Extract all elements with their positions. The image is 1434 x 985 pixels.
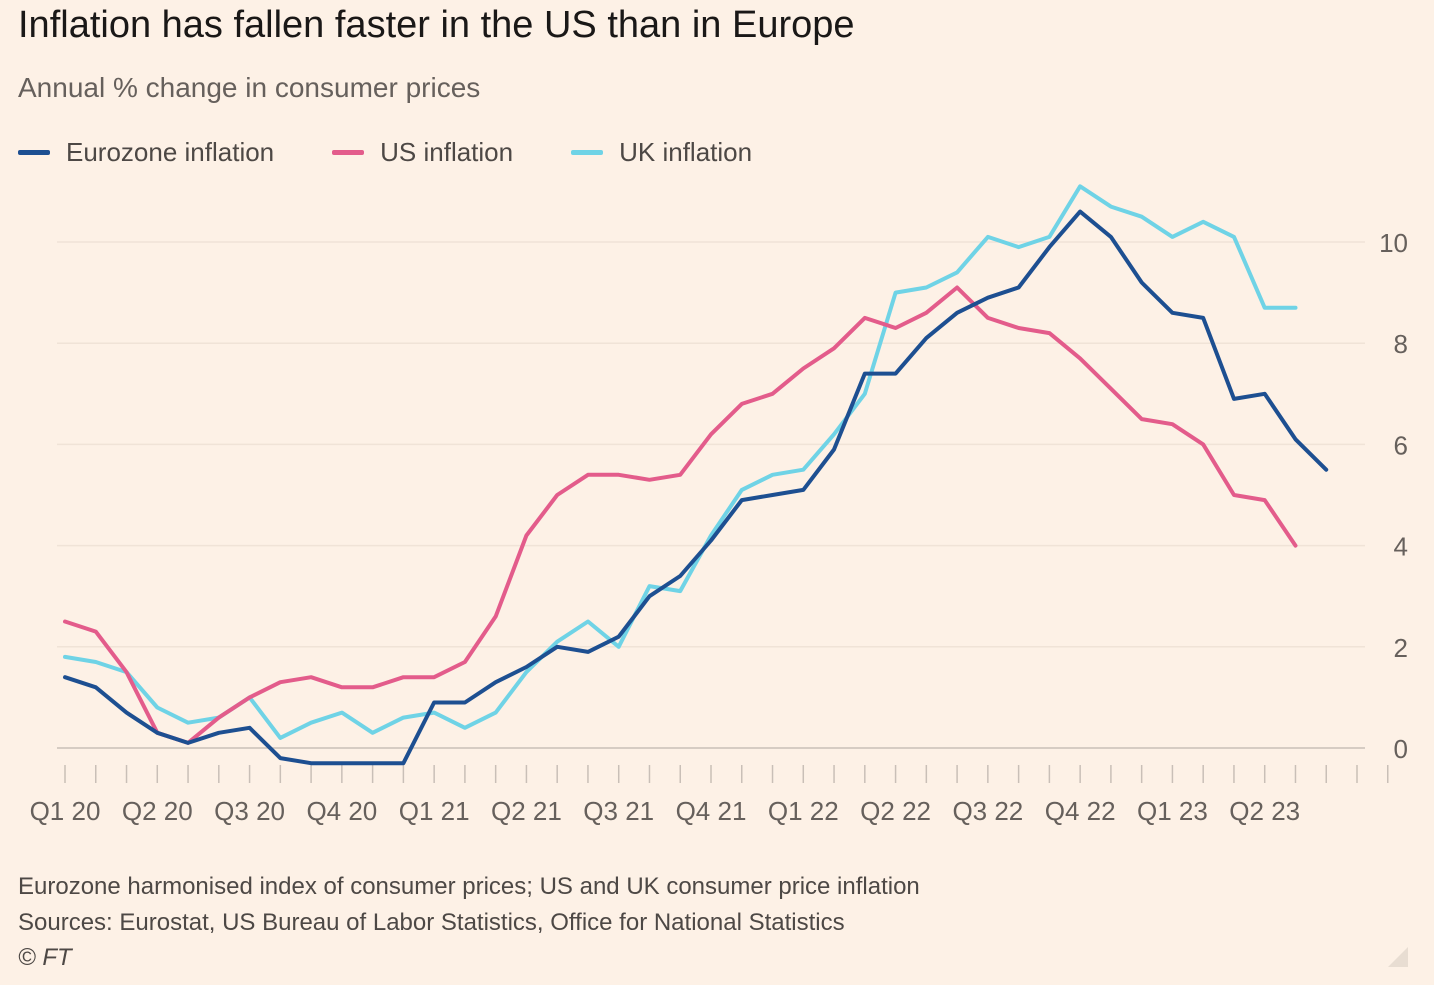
x-tick-label: Q2 20 xyxy=(122,796,193,826)
legend-swatch-us xyxy=(332,149,365,155)
x-tick-label: Q1 23 xyxy=(1137,796,1208,826)
legend-item-uk: UK inflation xyxy=(571,137,752,168)
y-tick-label: 2 xyxy=(1394,633,1408,663)
legend-swatch-eurozone xyxy=(18,149,50,155)
series-line-uk xyxy=(63,184,1298,740)
chart-subtitle: Annual % change in consumer prices xyxy=(18,72,481,103)
x-tick-label: Q3 20 xyxy=(214,796,285,826)
legend-label-uk: UK inflation xyxy=(619,136,753,167)
x-tick-label: Q2 22 xyxy=(860,796,931,826)
x-tick-label: Q3 21 xyxy=(583,796,654,826)
legend-item-us: US inflation xyxy=(332,137,513,168)
x-tick-label: Q4 20 xyxy=(306,796,377,826)
resize-corner-icon xyxy=(1388,947,1408,967)
x-tick-label: Q3 22 xyxy=(952,796,1023,826)
legend-item-eurozone: Eurozone inflation xyxy=(18,137,274,168)
legend: Eurozone inflation US inflation UK infla… xyxy=(18,134,810,170)
chart-title: Inflation has fallen faster in the US th… xyxy=(18,4,855,46)
legend-swatch-uk xyxy=(571,149,604,155)
y-tick-label: 0 xyxy=(1394,734,1408,764)
legend-label-eurozone: Eurozone inflation xyxy=(66,136,275,167)
x-tick-label: Q4 21 xyxy=(676,796,747,826)
x-tick-label: Q2 21 xyxy=(491,796,562,826)
legend-label-us: US inflation xyxy=(380,136,514,167)
x-tick-label: Q1 21 xyxy=(399,796,470,826)
line-chart: 0 2 4 6 8 10 Q1 20 Q2 20 Q3 20 Q4 20 Q1 21 Q2 21 Q3 … xyxy=(30,184,1408,826)
x-tick-label: Q2 23 xyxy=(1229,796,1300,826)
x-tick-label: Q1 20 xyxy=(30,796,101,826)
x-tick-label: Q4 22 xyxy=(1045,796,1116,826)
x-tick-label: Q1 22 xyxy=(768,796,839,826)
footnote-note: Eurozone harmonised index of consumer pr… xyxy=(18,873,920,900)
y-tick-label: 10 xyxy=(1379,228,1408,258)
y-tick-label: 4 xyxy=(1394,532,1408,562)
y-tick-label: 6 xyxy=(1394,430,1408,460)
series-line-us xyxy=(63,285,1298,745)
series-line-eurozone xyxy=(63,209,1329,766)
footnote-sources: Sources: Eurostat, US Bureau of Labor St… xyxy=(18,909,845,936)
footnote-copyright: © FT xyxy=(18,944,72,971)
y-tick-label: 8 xyxy=(1394,329,1408,359)
